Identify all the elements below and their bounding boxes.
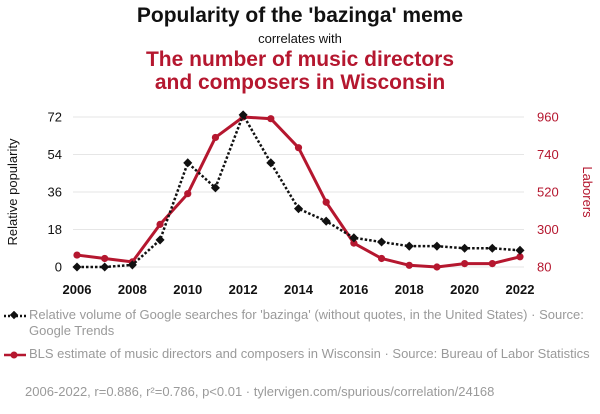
data-point-bazinga: [487, 243, 497, 253]
data-point-music-directors: [211, 133, 220, 142]
x-axis-tick-label: 2018: [395, 282, 424, 297]
data-point-music-directors: [322, 198, 330, 206]
footer-stats: 2006-2022, r=0.886, r²=0.786, p<0.01 · t…: [25, 384, 495, 399]
left-axis-tick-label: 18: [48, 222, 62, 237]
data-point-music-directors: [267, 115, 275, 123]
data-point-music-directors: [350, 239, 358, 247]
data-point-bazinga: [100, 262, 110, 272]
data-point-music-directors: [433, 263, 441, 271]
x-axis-tick-label: 2020: [450, 282, 479, 297]
right-axis-tick-label: 960: [537, 110, 559, 125]
data-point-music-directors: [516, 253, 524, 261]
x-axis-ticks: 2006 2008 2010 2012 2014 2016 2018 2020 2022: [63, 282, 535, 297]
data-point-music-directors: [488, 259, 496, 268]
gridlines: [73, 116, 524, 268]
x-axis-tick-label: 2022: [506, 282, 535, 297]
data-point-music-directors: [377, 254, 386, 263]
data-point-music-directors: [156, 220, 164, 228]
x-axis-tick-label: 2010: [173, 282, 202, 297]
data-point-bazinga: [210, 183, 220, 193]
data-point-music-directors: [101, 254, 109, 263]
chart-title: Popularity of the 'bazinga' meme: [136, 4, 464, 27]
left-axis-label: Relative popularity: [5, 138, 20, 245]
right-axis-label: Laborers: [580, 166, 595, 218]
legend-item-bazinga: Relative volume of Google searches for '…: [4, 307, 594, 341]
right-axis-tick-label: 740: [537, 147, 559, 162]
data-point-music-directors: [294, 144, 303, 152]
data-point-bazinga: [432, 241, 442, 251]
right-axis-tick-label: 300: [537, 222, 559, 237]
left-axis-ticks: 0 18 36 54 72: [48, 110, 62, 275]
legend-symbol-black-dotted-diamond: [4, 311, 26, 320]
right-axis-tick-label: 80: [537, 260, 551, 275]
data-point-music-directors: [184, 190, 192, 198]
right-axis-tick-label: 520: [537, 185, 559, 200]
left-axis-tick-label: 0: [55, 260, 62, 275]
chart-secondary-title-line2: and composers in Wisconsin: [154, 71, 446, 94]
data-point-bazinga: [72, 262, 82, 272]
legend-item-music-directors: BLS estimate of music directors and comp…: [4, 346, 594, 380]
legend-symbol-red-solid-circle: [4, 351, 26, 359]
data-point-bazinga: [515, 245, 525, 255]
series-bazinga-searches: [72, 110, 525, 272]
x-axis-tick-label: 2014: [284, 282, 314, 297]
data-point-bazinga: [293, 204, 304, 214]
data-point-bazinga: [155, 235, 165, 245]
chart-connector-text: correlates with: [258, 31, 342, 46]
legend-label-bazinga: Relative volume of Google searches for '…: [29, 307, 584, 338]
x-axis-tick-label: 2016: [339, 282, 368, 297]
data-point-bazinga: [238, 110, 248, 120]
data-point-bazinga: [404, 241, 414, 251]
data-point-music-directors: [73, 251, 81, 259]
x-axis-tick-label: 2008: [118, 282, 147, 297]
data-point-bazinga: [183, 158, 193, 168]
data-point-bazinga: [266, 158, 276, 168]
left-axis-tick-label: 36: [48, 185, 62, 200]
left-axis-tick-label: 54: [48, 147, 62, 162]
data-point-bazinga: [127, 260, 137, 270]
line-chart: 0 18 36 54 72 80 300 520 740 960 2006 2008 2010 201…: [5, 110, 595, 298]
chart-secondary-title-line1: The number of music directors: [145, 48, 455, 71]
x-axis-tick-label: 2006: [63, 282, 92, 297]
right-axis-ticks: 80 300 520 740 960: [537, 110, 559, 275]
legend-label-music-directors: BLS estimate of music directors and comp…: [29, 346, 590, 361]
data-point-bazinga: [460, 243, 470, 253]
data-point-music-directors: [461, 259, 469, 268]
data-point-bazinga: [377, 237, 387, 247]
series-line-bazinga: [77, 112, 521, 269]
data-point-music-directors: [405, 261, 413, 269]
left-axis-tick-label: 72: [48, 110, 62, 125]
x-axis-tick-label: 2012: [229, 282, 258, 297]
